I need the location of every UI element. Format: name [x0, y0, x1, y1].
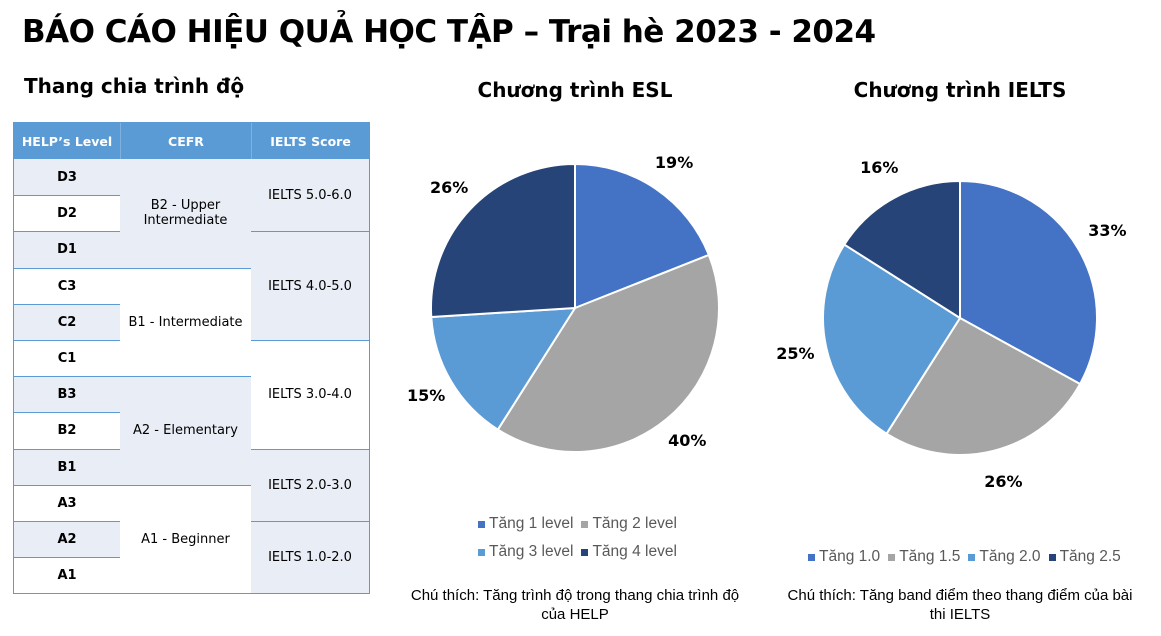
legend: Tăng 1 level Tăng 2 level — [470, 515, 677, 533]
level-cell: D3 — [14, 159, 120, 196]
ielts-cell: IELTS 5.0-6.0 — [251, 159, 369, 232]
data-label: 19% — [654, 152, 694, 172]
legend-swatch — [478, 520, 485, 528]
ielts-cell: IELTS 2.0-3.0 — [251, 448, 369, 521]
ielts-cell: IELTS 4.0-5.0 — [251, 231, 369, 340]
chart-note: Chú thích: Tăng trình độ trong thang chi… — [410, 587, 740, 623]
level-cell: C3 — [14, 267, 120, 304]
chart-note: Chú thích: Tăng band điểm theo thang điể… — [787, 587, 1133, 623]
chart-title: Chương trình ESL — [477, 78, 673, 102]
legend-label: Tăng 1.0 — [819, 548, 881, 565]
level-cell: A3 — [14, 484, 120, 521]
pie-slice — [574, 162, 711, 310]
cefr-cell: A2 - Elementary — [120, 376, 251, 485]
legend-label: Tăng 3 level — [489, 543, 574, 560]
ielts-cell: IELTS 3.0-4.0 — [251, 340, 369, 449]
data-label: 40% — [668, 431, 707, 451]
legend-swatch — [478, 548, 485, 556]
level-cell: D1 — [14, 231, 120, 268]
table-header: CEFR — [120, 123, 251, 159]
level-cell: B1 — [14, 448, 120, 485]
legend-label: Tăng 2 level — [592, 515, 677, 532]
data-label: 26% — [429, 177, 469, 197]
cefr-cell: A1 - Beginner — [120, 484, 251, 594]
level-table: HELP’s Level CEFR IELTS Score D3 D2 D1 C3 C2 C1 B… — [13, 122, 370, 594]
pie-slice — [842, 179, 961, 320]
legend: Tăng 1.0 Tăng 1.5 Tăng 2.0 Tăng 2.5 — [800, 548, 1121, 566]
report-title: BÁO CÁO HIỆU QUẢ HỌC TẬP – Trại hè 2023 … — [22, 14, 876, 50]
level-cell: D2 — [14, 195, 120, 232]
ielts-cell: IELTS 1.0-2.0 — [251, 521, 369, 594]
legend-swatch — [581, 520, 589, 528]
table-header: IELTS Score — [251, 123, 369, 159]
table-header: HELP’s Level — [14, 123, 120, 159]
legend-label: Tăng 4 level — [592, 543, 677, 560]
level-cell: A2 — [14, 521, 120, 558]
legend-label: Tăng 2.5 — [1059, 548, 1121, 565]
legend-swatch — [1048, 553, 1056, 561]
data-label: 16% — [860, 158, 899, 178]
pie-slice — [496, 253, 720, 453]
legend-swatch — [581, 548, 589, 556]
pie-slice — [959, 179, 1098, 386]
level-cell: A1 — [14, 557, 120, 594]
level-cell: B3 — [14, 376, 120, 413]
data-label: 26% — [984, 471, 1023, 491]
legend-swatch — [968, 553, 976, 561]
table-subtitle: Thang chia trình độ — [24, 74, 245, 98]
pie-slice — [822, 243, 962, 436]
level-cell: C1 — [14, 340, 120, 377]
legend-label: Tăng 1 level — [489, 515, 574, 532]
chart-title: Chương trình IELTS — [853, 78, 1067, 102]
data-label: 15% — [407, 385, 446, 405]
pie-slice — [885, 316, 1082, 456]
pie-slice — [430, 306, 577, 431]
legend: Tăng 3 level Tăng 4 level — [470, 543, 677, 561]
cefr-cell: B2 - Upper Intermediate — [120, 159, 251, 268]
level-cell: C2 — [14, 303, 120, 340]
legend-swatch — [808, 553, 815, 561]
pie-slice — [430, 162, 576, 319]
legend-label: Tăng 2.0 — [979, 548, 1041, 565]
cefr-cell: B1 - Intermediate — [120, 267, 251, 377]
legend-label: Tăng 1.5 — [899, 548, 961, 565]
data-label: 25% — [776, 344, 815, 364]
level-cell: B2 — [14, 412, 120, 449]
legend-swatch — [888, 553, 896, 561]
data-label: 33% — [1088, 220, 1127, 240]
